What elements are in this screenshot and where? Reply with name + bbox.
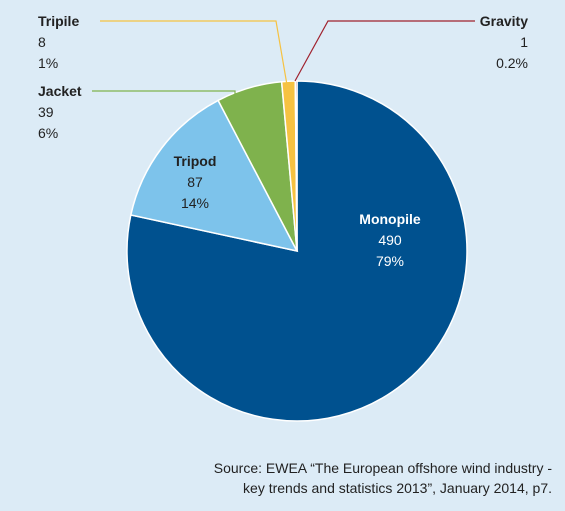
source-line-2: key trends and statistics 2013”, January… (243, 480, 552, 496)
data-label-tripod-percent: 14% (181, 195, 209, 211)
data-label-jacket-value: 39 (38, 104, 54, 120)
data-label-tripile-name: Tripile (38, 13, 79, 29)
data-label-tripile-percent: 1% (38, 55, 58, 71)
data-label-monopile-name: Monopile (359, 211, 421, 227)
source-note: Source: EWEA “The European offshore wind… (32, 458, 552, 498)
data-label-tripod-name: Tripod (174, 153, 217, 169)
data-label-tripile-value: 8 (38, 34, 46, 50)
data-label-gravity-name: Gravity (480, 13, 528, 29)
data-label-tripod-value: 87 (187, 174, 203, 190)
leader-line-gravity (294, 20, 475, 82)
data-label-gravity-percent: 0.2% (496, 55, 528, 71)
data-label-monopile-value: 490 (378, 232, 402, 248)
source-line-1: Source: EWEA “The European offshore wind… (213, 460, 552, 476)
data-label-gravity-value: 1 (520, 34, 528, 50)
pie-slice-tripod (129, 99, 299, 253)
leader-line-tripile (100, 20, 288, 86)
data-label-monopile-percent: 79% (376, 253, 404, 269)
data-label-jacket-name: Jacket (38, 83, 82, 99)
leader-line-jacket (92, 90, 236, 97)
data-label-jacket-percent: 6% (38, 125, 58, 141)
